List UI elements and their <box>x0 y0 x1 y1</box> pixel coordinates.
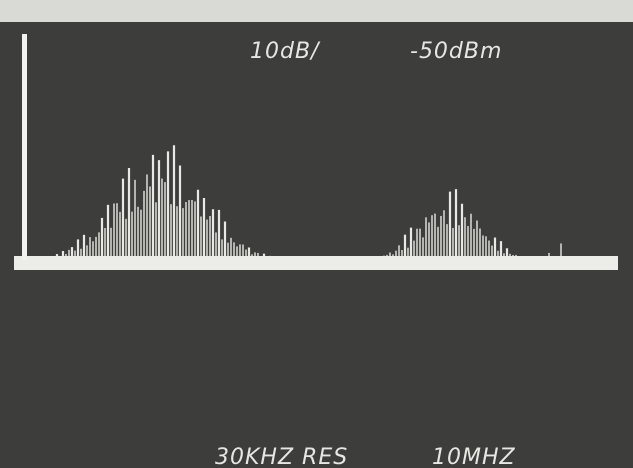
scale-label: 10dB/ <box>250 39 321 64</box>
noise-floor <box>14 256 618 270</box>
zero-spike <box>22 34 27 260</box>
span-label: 10MHZ <box>432 445 516 468</box>
screen <box>0 22 633 468</box>
resolution-label: 30KHZ RES <box>215 445 348 468</box>
analyzer-photo: 10dB/ -50dBm 30KHZ RES 10MHZ <box>0 0 633 468</box>
reference-label: -50dBm <box>410 39 502 64</box>
